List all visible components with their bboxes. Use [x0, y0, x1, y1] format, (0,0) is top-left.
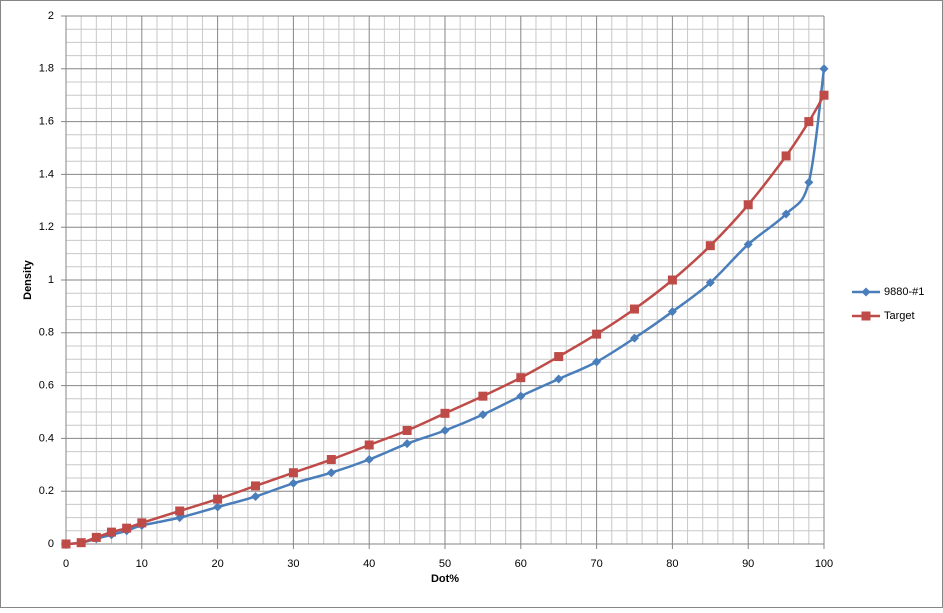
x-tick-label: 0: [63, 558, 69, 570]
marker: [213, 502, 223, 512]
y-tick-label: 2: [48, 10, 54, 22]
marker: [781, 209, 791, 219]
y-tick-label: 0.4: [39, 432, 54, 444]
marker: [106, 527, 116, 537]
legend-label: Target: [884, 310, 915, 322]
marker: [630, 333, 639, 343]
y-tick-label: 1.6: [39, 116, 54, 128]
y-tick-label: 0: [48, 538, 54, 550]
x-tick-label: 40: [363, 558, 375, 570]
x-tick-label: 20: [211, 558, 223, 570]
marker: [804, 177, 814, 187]
marker: [326, 455, 336, 465]
y-tick-label: 0.2: [39, 485, 54, 497]
marker: [630, 304, 639, 314]
y-tick-label: 1.2: [39, 221, 54, 233]
marker: [554, 374, 564, 384]
marker: [137, 518, 147, 528]
marker: [175, 506, 185, 516]
y-tick-label: 1.4: [39, 168, 54, 180]
marker: [364, 455, 374, 465]
marker: [251, 491, 260, 501]
marker: [76, 538, 86, 548]
marker: [364, 440, 374, 450]
marker: [440, 408, 450, 418]
x-tick-label: 30: [287, 558, 299, 570]
marker: [61, 539, 71, 549]
marker: [288, 478, 298, 488]
marker: [478, 410, 488, 420]
marker: [592, 329, 602, 339]
marker: [402, 425, 412, 435]
marker: [861, 287, 871, 297]
marker: [251, 481, 260, 491]
y-tick-label: 1: [48, 274, 54, 286]
marker: [819, 90, 829, 100]
marker: [91, 532, 101, 542]
marker: [478, 391, 488, 401]
marker: [288, 468, 298, 478]
marker: [804, 117, 814, 127]
marker: [516, 391, 526, 401]
marker: [554, 352, 564, 362]
marker: [781, 151, 791, 161]
marker: [861, 311, 871, 321]
marker: [667, 275, 677, 285]
x-tick-label: 80: [666, 558, 678, 570]
marker: [743, 239, 753, 249]
x-tick-label: 70: [590, 558, 602, 570]
marker: [122, 523, 132, 533]
y-tick-label: 1.8: [39, 63, 54, 75]
marker: [440, 425, 450, 435]
marker: [402, 439, 412, 449]
marker: [705, 241, 715, 251]
x-axis-title: Dot%: [431, 573, 459, 585]
x-tick-label: 10: [136, 558, 148, 570]
marker: [819, 64, 829, 74]
legend-label: 9880-#1: [884, 286, 924, 298]
x-tick-label: 100: [815, 558, 833, 570]
marker: [743, 200, 753, 210]
marker: [516, 373, 526, 383]
marker: [213, 494, 223, 504]
x-tick-label: 90: [742, 558, 754, 570]
x-tick-label: 60: [515, 558, 527, 570]
marker: [592, 357, 602, 367]
marker: [326, 468, 336, 478]
x-tick-label: 50: [439, 558, 451, 570]
y-axis-title: Density: [22, 259, 34, 300]
y-tick-label: 0.8: [39, 327, 54, 339]
marker: [667, 307, 677, 317]
y-tick-label: 0.6: [39, 380, 54, 392]
marker: [705, 278, 715, 288]
